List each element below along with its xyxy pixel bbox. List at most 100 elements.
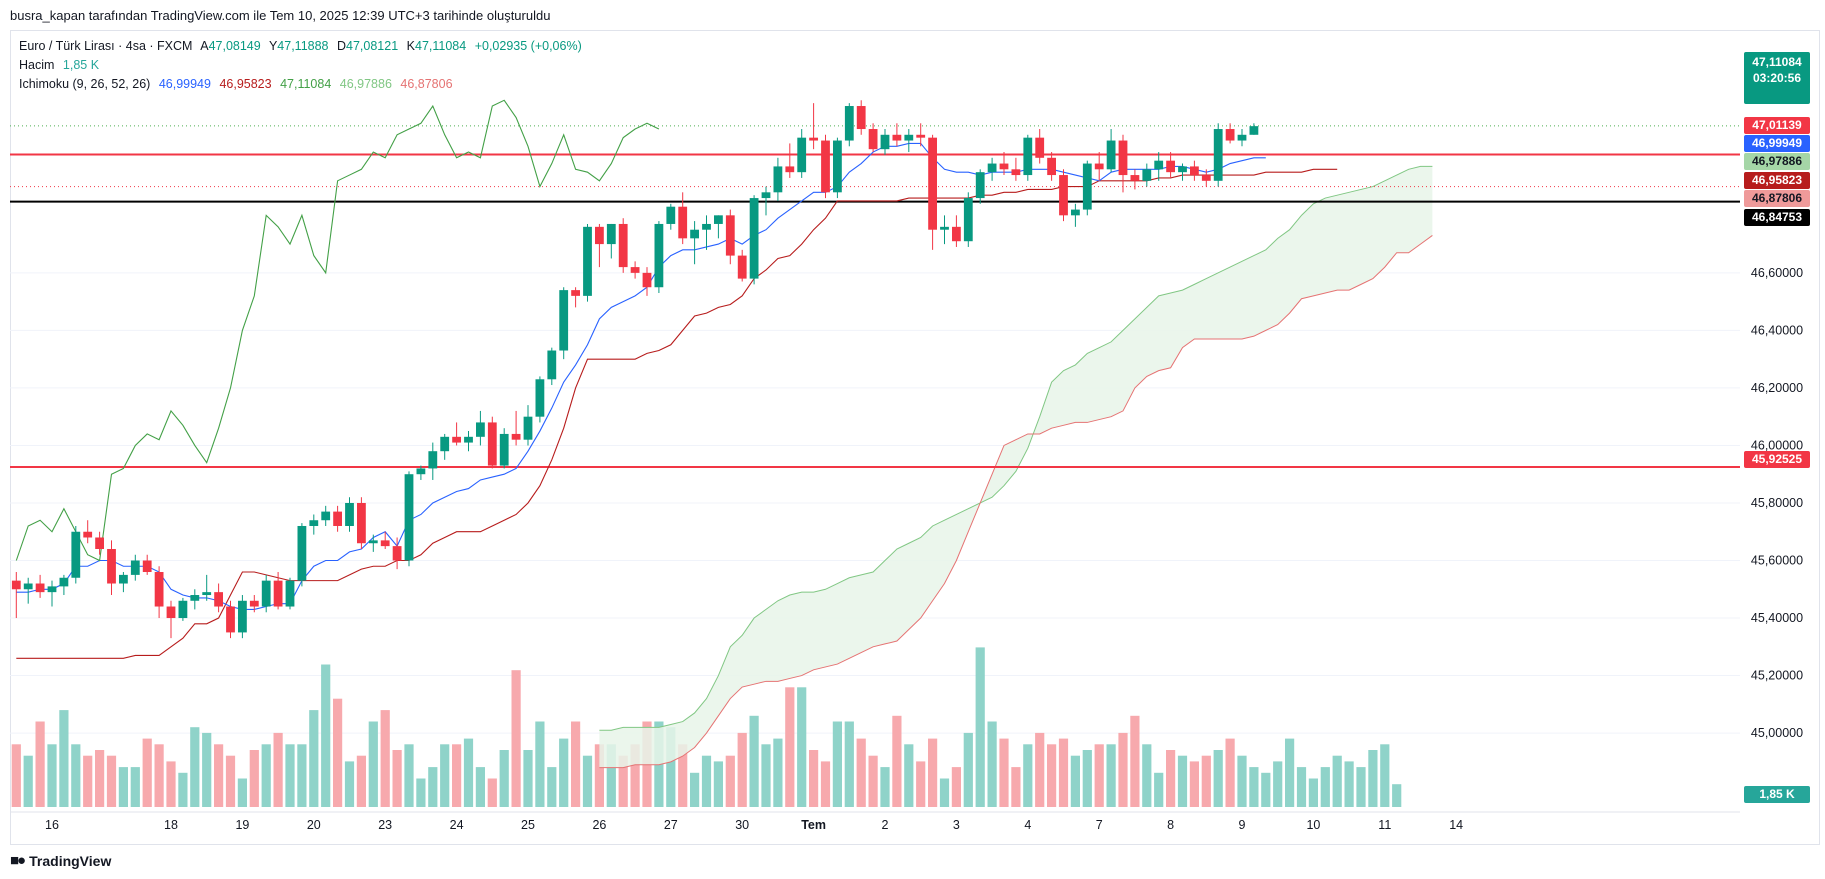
volume-bar-110 (1320, 767, 1330, 807)
candle-33 (404, 471, 414, 567)
volume-bar-33 (404, 744, 414, 807)
candle-body-67 (809, 137, 818, 141)
candle-body-88 (1059, 175, 1068, 216)
volume-bar-30 (368, 721, 378, 807)
volume-bar-80 (963, 732, 973, 807)
volume-bar-55 (666, 727, 676, 807)
candle-101 (1213, 123, 1223, 187)
tradingview-logo[interactable]: ■● TradingView (10, 852, 111, 869)
candle-91 (1094, 152, 1104, 181)
candle-body-95 (1142, 169, 1152, 181)
tradingview-logo-text: TradingView (29, 852, 112, 869)
volume-bar-60 (725, 755, 735, 807)
grid (10, 272, 1740, 734)
volume-bar-25 (309, 710, 319, 807)
candle-26 (321, 505, 331, 526)
candle-body-70 (844, 106, 854, 141)
candle-13 (166, 600, 176, 639)
candle-body-12 (154, 572, 164, 607)
candle-body-16 (202, 592, 212, 596)
volume-bar-94 (1130, 715, 1140, 807)
candle-19 (238, 595, 247, 639)
chart-frame[interactable] (10, 30, 1820, 845)
candle-body-103 (1237, 134, 1247, 141)
candle-body-49 (595, 226, 604, 245)
candle-body-37 (452, 436, 461, 443)
volume-bar-10 (130, 767, 140, 807)
candle-25 (309, 514, 319, 535)
price-tag-4: 46,95823 (1744, 172, 1810, 189)
candle-68 (821, 134, 830, 199)
chart-caption: busra_kapan tarafından TradingView.com i… (10, 8, 551, 23)
ichimoku-legend[interactable]: Ichimoku (9, 26, 52, 26) 46,99949 46,958… (19, 77, 458, 91)
volume-bar-4 (59, 710, 69, 807)
volume-bar-51 (618, 755, 628, 807)
x-tick-label-2: 19 (235, 818, 249, 832)
span-a-value: 46,97886 (339, 77, 392, 91)
candle-body-52 (630, 267, 640, 273)
candle-body-11 (142, 560, 152, 573)
candle-body-36 (440, 436, 450, 452)
volume-bar-81 (975, 647, 985, 807)
volume-bar-98 (1177, 755, 1188, 807)
candle-body-9 (119, 574, 128, 584)
candle-body-92 (1106, 140, 1116, 170)
candle-75 (904, 129, 914, 153)
volume-bar-77 (928, 738, 938, 807)
candle-body-7 (95, 537, 104, 549)
volume-bar-16 (202, 732, 212, 807)
volume-bar-31 (380, 710, 390, 807)
candle-7 (95, 531, 104, 555)
candle-64 (773, 157, 783, 201)
candle-body-55 (666, 206, 676, 224)
volume-bar-67 (809, 750, 819, 807)
volume-bar-113 (1356, 767, 1366, 807)
candle-87 (1047, 152, 1056, 181)
candle-body-10 (130, 560, 140, 575)
candle-92 (1106, 129, 1116, 173)
candle-73 (880, 129, 890, 155)
volume-bar-23 (285, 744, 295, 807)
candle-body-81 (975, 172, 985, 199)
price-tag-1: 47,01139 (1744, 117, 1810, 134)
volume-bar-76 (916, 761, 926, 807)
volume-bar-18 (225, 755, 236, 807)
candle-body-40 (487, 422, 497, 466)
candle-102 (1225, 123, 1235, 144)
volume-bar-73 (880, 767, 890, 807)
volume-bar-8 (106, 755, 117, 807)
candle-70 (844, 103, 854, 147)
last-price-countdown: 47,11084 03:20:56 (1744, 52, 1810, 104)
candle-body-54 (654, 223, 664, 288)
kijun-line (16, 168, 1338, 659)
x-tick-label-12: 3 (953, 818, 960, 832)
horizontal-lines (10, 125, 1740, 468)
candle-body-86 (1035, 137, 1045, 158)
y-tick-label-8: 45,00000 (1751, 726, 1803, 740)
volume-legend[interactable]: Hacim 1,85 K (19, 58, 104, 72)
price-tag-6: 46,84753 (1744, 209, 1810, 226)
candle-body-68 (821, 140, 830, 193)
symbol-legend[interactable]: Euro / Türk Lirası · 4sa · FXCM A47,0814… (19, 39, 587, 53)
candle-62 (749, 195, 759, 285)
chikou-line (15, 99, 660, 562)
volume-bar-109 (1308, 778, 1318, 807)
candle-body-41 (499, 433, 509, 466)
candle-49 (595, 223, 604, 268)
candle-54 (654, 221, 664, 293)
candle-79 (952, 215, 961, 247)
volume-bar-3 (47, 744, 57, 807)
candle-body-0 (11, 580, 21, 590)
tenkan-line (16, 142, 1266, 610)
ohlc-close: K47,11084 (406, 39, 467, 53)
volume-label: Hacim (19, 58, 55, 72)
price-tag-3: 46,97886 (1744, 153, 1810, 170)
volume-bar-49 (594, 744, 604, 807)
candle-90 (1082, 160, 1092, 216)
x-tick-label-18: 11 (1378, 818, 1391, 832)
candle-body-56 (678, 206, 688, 239)
span-b-line (599, 235, 1433, 769)
volume-bar-71 (856, 738, 866, 807)
candle-body-51 (618, 223, 628, 268)
